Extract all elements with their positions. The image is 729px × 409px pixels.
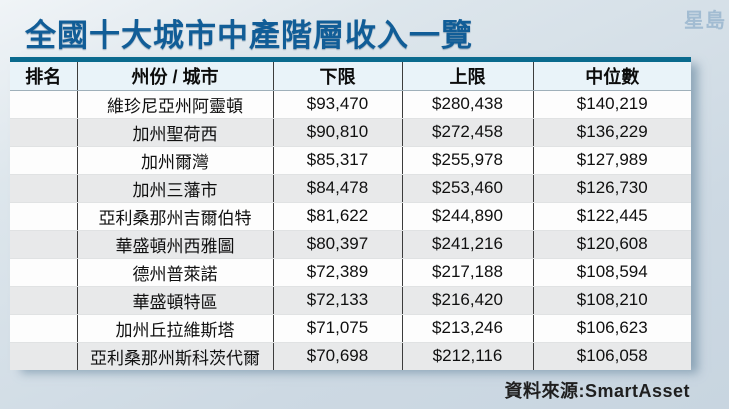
cell-upper: $272,458 [401,118,533,147]
cell-lower: $93,470 [272,90,402,119]
cell-median: $120,608 [532,230,691,259]
cell-upper: $241,216 [401,230,533,259]
table-row: 德州普萊諾 $72,389 $217,188 $108,594 [10,258,691,287]
income-table-container: 排名 州份 / 城市 下限 上限 中位數 維珍尼亞州阿靈頓 $93,470 $280,438… [10,57,691,370]
cell-lower: $72,133 [272,286,402,315]
cell-upper: $255,978 [401,146,533,175]
cell-upper: $217,188 [401,258,533,287]
cell-upper: $212,116 [401,342,533,370]
cell-median: $127,989 [532,146,691,175]
table-top-accent-bar [10,57,691,62]
column-header: 中位數 [532,62,691,91]
cell-lower: $85,317 [272,146,402,175]
cell-median: $106,623 [532,314,691,343]
cell-lower: $80,397 [272,230,402,259]
cell-city: 加州三藩市 [76,174,273,203]
table-row: 加州爾灣 $85,317 $255,978 $127,989 [10,146,691,175]
page-title: 全國十大城市中產階層收入一覽 [25,18,473,53]
cell-city: 華盛頓特區 [76,286,273,315]
income-table-body: 維珍尼亞州阿靈頓 $93,470 $280,438 $140,219 加州聖荷西 $90,… [10,90,691,370]
cell-median: $122,445 [532,202,691,231]
column-header: 上限 [401,62,533,91]
cell-rank [10,118,77,147]
cell-upper: $244,890 [401,202,533,231]
table-row: 亞利桑那州斯科茨代爾 $70,698 $212,116 $106,058 [10,342,691,370]
singtao-logo: 星島 [684,10,726,32]
cell-city: 加州聖荷西 [76,118,273,147]
cell-median: $108,594 [532,258,691,287]
cell-rank [10,230,77,259]
cell-city: 亞利桑那州吉爾伯特 [76,202,273,231]
cell-rank [10,258,77,287]
cell-median: $140,219 [532,90,691,119]
table-row: 華盛頓特區 $72,133 $216,420 $108,210 [10,286,691,315]
table-row: 亞利桑那州吉爾伯特 $81,622 $244,890 $122,445 [10,202,691,231]
cell-lower: $81,622 [272,202,402,231]
table-row: 維珍尼亞州阿靈頓 $93,470 $280,438 $140,219 [10,90,691,119]
column-header: 州份 / 城市 [76,62,273,91]
cell-lower: $71,075 [272,314,402,343]
cell-upper: $253,460 [401,174,533,203]
column-header: 排名 [10,62,77,91]
cell-upper: $216,420 [401,286,533,315]
cell-city: 維珍尼亞州阿靈頓 [76,90,273,119]
table-row: 加州丘拉維斯塔 $71,075 $213,246 $106,623 [10,314,691,343]
table-row: 華盛頓州西雅圖 $80,397 $241,216 $120,608 [10,230,691,259]
cell-rank [10,314,77,343]
income-table: 排名 州份 / 城市 下限 上限 中位數 維珍尼亞州阿靈頓 $93,470 $280,438… [10,62,691,370]
cell-city: 加州爾灣 [76,146,273,175]
cell-median: $126,730 [532,174,691,203]
cell-lower: $90,810 [272,118,402,147]
source-credit: 資料來源:SmartAsset [504,381,690,401]
table-row: 加州聖荷西 $90,810 $272,458 $136,229 [10,118,691,147]
table-row: 加州三藩市 $84,478 $253,460 $126,730 [10,174,691,203]
cell-city: 加州丘拉維斯塔 [76,314,273,343]
cell-upper: $280,438 [401,90,533,119]
cell-lower: $72,389 [272,258,402,287]
cell-city: 德州普萊諾 [76,258,273,287]
table-header-row: 排名 州份 / 城市 下限 上限 中位數 [10,62,691,91]
cell-lower: $70,698 [272,342,402,370]
cell-median: $108,210 [532,286,691,315]
cell-city: 亞利桑那州斯科茨代爾 [76,342,273,370]
cell-rank [10,174,77,203]
cell-rank [10,342,77,370]
cell-median: $136,229 [532,118,691,147]
cell-rank [10,202,77,231]
cell-rank [10,90,77,119]
cell-rank [10,286,77,315]
cell-city: 華盛頓州西雅圖 [76,230,273,259]
cell-lower: $84,478 [272,174,402,203]
cell-rank [10,146,77,175]
column-header: 下限 [272,62,402,91]
cell-median: $106,058 [532,342,691,370]
cell-upper: $213,246 [401,314,533,343]
